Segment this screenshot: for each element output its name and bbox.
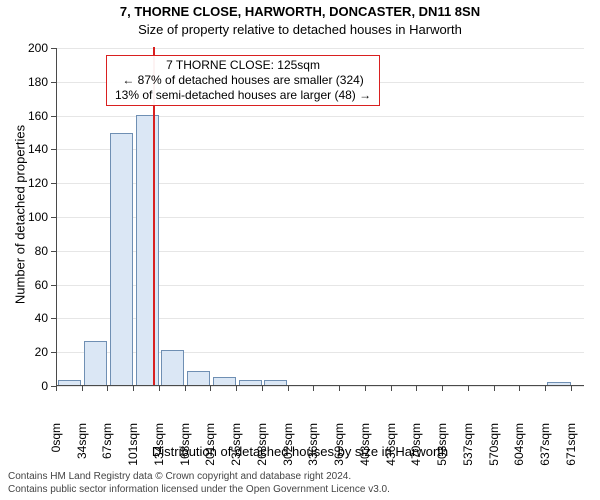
x-tick-mark xyxy=(133,386,134,391)
callout-box: 7 THORNE CLOSE: 125sqm ← 87% of detached… xyxy=(106,55,380,106)
y-tick-label: 200 xyxy=(8,41,48,55)
y-tick-mark xyxy=(51,318,56,319)
histogram-bar xyxy=(547,382,570,385)
histogram-bar xyxy=(239,380,262,385)
y-tick-label: 60 xyxy=(8,278,48,292)
y-tick-mark xyxy=(51,82,56,83)
x-tick-label: 101sqm xyxy=(126,423,140,473)
y-tick-label: 20 xyxy=(8,345,48,359)
x-tick-mark xyxy=(494,386,495,391)
histogram-bar xyxy=(58,380,81,385)
x-tick-label: 470sqm xyxy=(409,423,423,473)
footer-line-2: Contains public sector information licen… xyxy=(8,484,592,497)
y-tick-label: 100 xyxy=(8,210,48,224)
x-tick-label: 0sqm xyxy=(49,423,63,473)
histogram-bar xyxy=(264,380,287,385)
x-tick-label: 134sqm xyxy=(152,423,166,473)
y-tick-mark xyxy=(51,251,56,252)
x-tick-label: 235sqm xyxy=(229,423,243,473)
x-tick-label: 336sqm xyxy=(306,423,320,473)
x-tick-mark xyxy=(571,386,572,391)
y-tick-label: 40 xyxy=(8,311,48,325)
x-tick-mark xyxy=(236,386,237,391)
x-tick-label: 637sqm xyxy=(538,423,552,473)
x-tick-label: 268sqm xyxy=(255,423,269,473)
histogram-bar xyxy=(213,377,236,385)
histogram-bar xyxy=(187,371,210,385)
x-tick-label: 201sqm xyxy=(203,423,217,473)
y-tick-mark xyxy=(51,183,56,184)
y-tick-mark xyxy=(51,48,56,49)
chart-title-sub: Size of property relative to detached ho… xyxy=(0,22,600,37)
chart-container: 7, THORNE CLOSE, HARWORTH, DONCASTER, DN… xyxy=(0,0,600,500)
x-tick-label: 369sqm xyxy=(332,423,346,473)
callout-line-2: ← 87% of detached houses are smaller (32… xyxy=(115,73,371,88)
callout-line-1: 7 THORNE CLOSE: 125sqm xyxy=(115,58,371,73)
x-tick-label: 302sqm xyxy=(281,423,295,473)
x-tick-label: 570sqm xyxy=(487,423,501,473)
x-tick-mark xyxy=(391,386,392,391)
x-tick-label: 34sqm xyxy=(75,423,89,473)
callout-line-3: 13% of semi-detached houses are larger (… xyxy=(115,88,371,103)
x-tick-mark xyxy=(185,386,186,391)
x-tick-mark xyxy=(107,386,108,391)
y-tick-mark xyxy=(51,149,56,150)
x-tick-mark xyxy=(262,386,263,391)
x-tick-mark xyxy=(210,386,211,391)
x-tick-mark xyxy=(313,386,314,391)
x-tick-mark xyxy=(82,386,83,391)
x-tick-mark xyxy=(288,386,289,391)
x-tick-mark xyxy=(416,386,417,391)
x-tick-label: 436sqm xyxy=(384,423,398,473)
y-tick-label: 80 xyxy=(8,244,48,258)
footer-attribution: Contains HM Land Registry data © Crown c… xyxy=(8,471,592,496)
footer-line-1: Contains HM Land Registry data © Crown c… xyxy=(8,471,592,484)
chart-title-main: 7, THORNE CLOSE, HARWORTH, DONCASTER, DN… xyxy=(0,4,600,19)
x-tick-label: 604sqm xyxy=(512,423,526,473)
y-tick-label: 160 xyxy=(8,109,48,123)
x-tick-mark xyxy=(545,386,546,391)
y-tick-mark xyxy=(51,352,56,353)
y-tick-mark xyxy=(51,116,56,117)
histogram-bar xyxy=(110,133,133,385)
x-tick-mark xyxy=(339,386,340,391)
y-tick-mark xyxy=(51,285,56,286)
x-tick-mark xyxy=(519,386,520,391)
x-tick-mark xyxy=(442,386,443,391)
x-tick-label: 537sqm xyxy=(461,423,475,473)
histogram-bar xyxy=(161,350,184,385)
x-tick-label: 671sqm xyxy=(564,423,578,473)
x-tick-mark xyxy=(468,386,469,391)
x-axis-label: Distribution of detached houses by size … xyxy=(0,444,600,459)
x-tick-label: 67sqm xyxy=(100,423,114,473)
y-tick-label: 120 xyxy=(8,176,48,190)
gridline xyxy=(57,386,584,387)
x-tick-mark xyxy=(365,386,366,391)
x-tick-mark xyxy=(56,386,57,391)
histogram-bar xyxy=(136,115,159,385)
x-tick-label: 403sqm xyxy=(358,423,372,473)
x-tick-label: 503sqm xyxy=(435,423,449,473)
x-tick-label: 168sqm xyxy=(178,423,192,473)
histogram-bar xyxy=(84,341,107,385)
y-tick-mark xyxy=(51,217,56,218)
x-tick-mark xyxy=(159,386,160,391)
y-tick-label: 140 xyxy=(8,142,48,156)
y-tick-label: 180 xyxy=(8,75,48,89)
y-tick-label: 0 xyxy=(8,379,48,393)
